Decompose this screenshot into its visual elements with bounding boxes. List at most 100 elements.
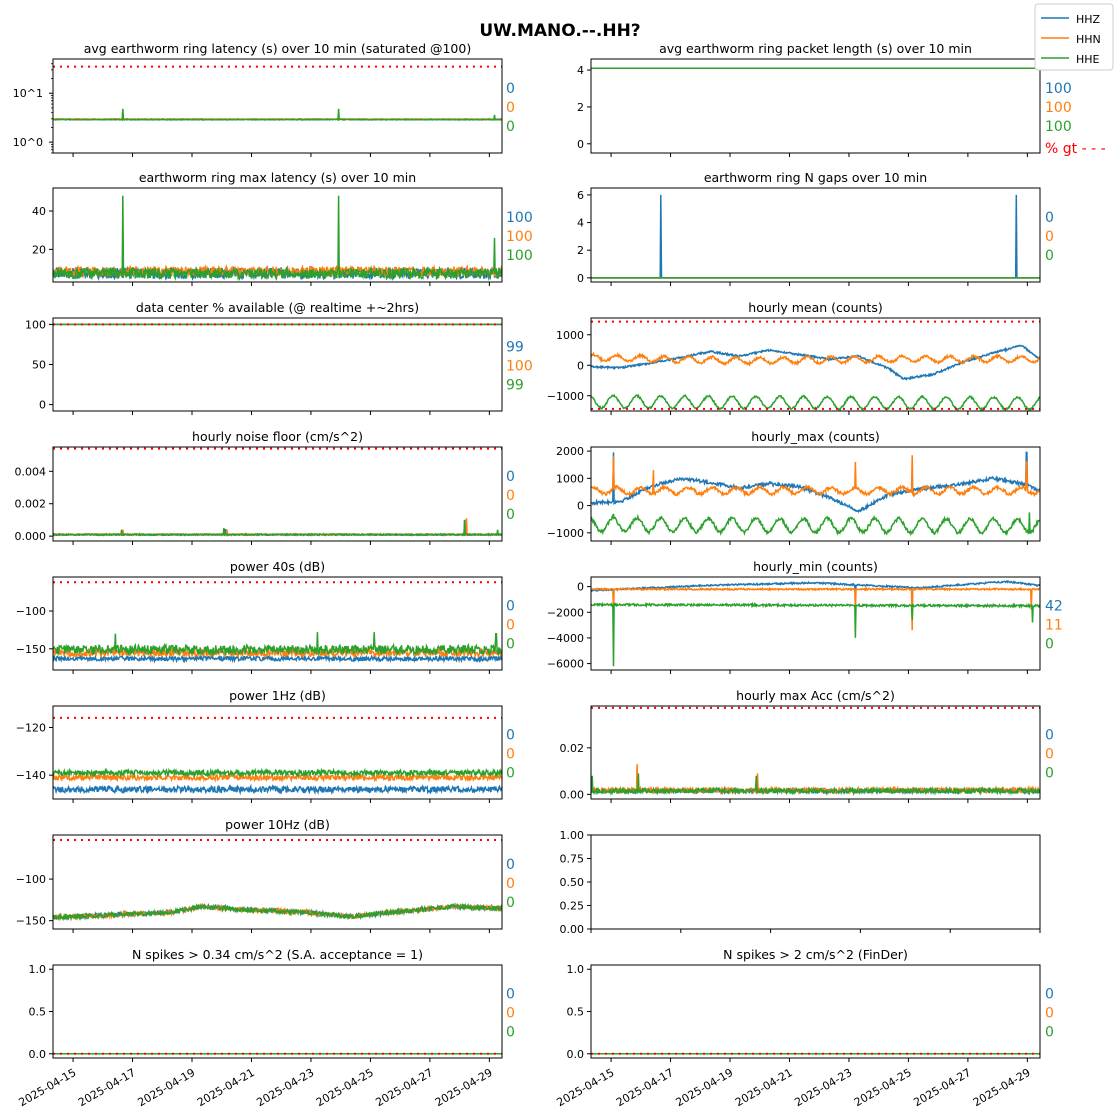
pct-label-HHN: 0: [1045, 229, 1054, 245]
panel-title: N spikes > 2 cm/s^2 (FinDer): [723, 947, 908, 962]
y-tick-label: 1.0: [567, 963, 585, 976]
y-tick-label: 40: [32, 205, 46, 218]
y-tick-label: −150: [16, 643, 46, 656]
panel-title: hourly noise floor (cm/s^2): [192, 429, 363, 444]
series-line-HHN: [591, 351, 1040, 368]
pct-label-HHZ: 100: [506, 210, 533, 226]
y-tick-label: 0: [577, 138, 584, 151]
y-tick-label: 100: [25, 318, 46, 331]
legend-item-HHZ[interactable]: HHZ: [1041, 13, 1101, 26]
panel-13: power 10Hz (dB) −150 −100 0 0 0: [16, 817, 515, 933]
series-line-HHN: [591, 586, 1040, 631]
x-tick-label: 2025-04-21: [733, 1066, 795, 1109]
panel-5: data center % available (@ realtime +~2h…: [25, 300, 533, 415]
plot-area: [591, 194, 1040, 279]
pct-label-HHE: 0: [506, 895, 515, 911]
x-tick-label: 2025-04-23: [254, 1066, 316, 1109]
pct-label-HHZ: 42: [1045, 599, 1063, 615]
series-line-HHE: [53, 902, 502, 922]
series-line-HHE: [53, 195, 502, 282]
pct-label-HHE: 0: [1045, 1025, 1054, 1041]
series-line-HHZ: [53, 519, 502, 537]
y-tick-label: 0.00: [560, 788, 585, 801]
figure-title: UW.MANO.--.HH?: [479, 21, 640, 41]
series-line-HHN: [591, 764, 1040, 796]
y-tick-label: 0: [577, 272, 584, 285]
panel-9: power 40s (dB) −150 −100 0 0 0: [16, 559, 515, 674]
axes-frame: [590, 705, 1041, 800]
pct-label-HHN: 100: [506, 229, 533, 245]
panel-title: hourly max Acc (cm/s^2): [736, 688, 895, 703]
y-tick-label: 6: [577, 189, 584, 202]
x-tick-label: 2025-04-25: [314, 1066, 376, 1109]
series-line-HHE: [53, 767, 502, 779]
plot-area: [53, 838, 502, 922]
legend-box: [1034, 3, 1114, 71]
y-tick-label: −6000: [547, 658, 584, 671]
legend-label: HHN: [1076, 33, 1101, 46]
panel-title: earthworm ring max latency (s) over 10 m…: [139, 170, 416, 185]
y-tick-label: 1000: [556, 329, 584, 342]
y-tick-label: −140: [16, 769, 46, 782]
y-tick-label: 0: [577, 500, 584, 513]
series-line-HHZ: [53, 653, 502, 664]
panel-title: power 1Hz (dB): [229, 688, 326, 703]
y-tick-label: −4000: [547, 632, 584, 645]
axes-frame: [52, 187, 503, 283]
pct-label-HHN: 0: [506, 618, 515, 634]
y-tick-label: 10^1: [13, 87, 43, 100]
y-tick-label: 0.02: [560, 742, 585, 755]
pct-label-HHN: 0: [506, 1006, 515, 1022]
y-tick-label: 1000: [556, 472, 584, 485]
y-tick-label: 2000: [556, 445, 584, 458]
panel-2: avg earthworm ring packet length (s) ove…: [577, 41, 1106, 157]
pct-label-HHZ: 0: [506, 469, 515, 485]
panel-1: avg earthworm ring latency (s) over 10 m…: [13, 41, 515, 157]
plot-area: [591, 320, 1040, 411]
x-tick-label: 2025-04-17: [76, 1066, 138, 1109]
legend[interactable]: HHZ HHN HHE: [1034, 3, 1114, 71]
axes-frame: [590, 446, 1041, 542]
y-tick-label: 1.0: [29, 963, 47, 976]
pct-label-HHN: 0: [1045, 1006, 1054, 1022]
pct-label-HHE: 0: [506, 507, 515, 523]
pct-label-HHE: 99: [506, 378, 524, 394]
panels: avg earthworm ring latency (s) over 10 m…: [13, 41, 1106, 1109]
panel-title: power 10Hz (dB): [225, 817, 330, 832]
pct-label-HHE: 0: [1045, 637, 1054, 653]
legend-item-HHN[interactable]: HHN: [1041, 33, 1101, 46]
x-tick-label: 2025-04-29: [433, 1066, 495, 1109]
y-tick-label: 20: [32, 243, 46, 256]
legend-item-HHE[interactable]: HHE: [1041, 53, 1100, 66]
x-tick-label: 2025-04-17: [614, 1066, 676, 1109]
y-tick-label: 50: [32, 359, 46, 372]
pct-label-HHZ: 0: [1045, 210, 1054, 226]
y-tick-label: 0: [577, 359, 584, 372]
series-line-HHZ: [591, 579, 1040, 599]
y-tick-label: 0: [577, 581, 584, 594]
axes-frame: [590, 834, 1041, 930]
pct-label-HHE: 0: [1045, 248, 1054, 264]
panel-7: hourly noise floor (cm/s^2) 0.000 0.002 0.0…: [15, 429, 515, 545]
pct-gt-label: % gt - - -: [1045, 141, 1106, 157]
panel-title: hourly_min (counts): [753, 559, 878, 574]
axes-frame: [52, 705, 503, 800]
panel-10: hourly_min (counts) −6000 −4000 −2000 0 42 11 0: [547, 559, 1063, 674]
pct-label-HHN: 0: [506, 488, 515, 504]
series-line-HHE: [591, 393, 1040, 411]
pct-label-HHN: 100: [506, 359, 533, 375]
x-tick-label: 2025-04-29: [971, 1066, 1033, 1109]
x-tick-label: 2025-04-15: [17, 1066, 79, 1109]
axes-frame: [590, 576, 1041, 671]
pct-label-HHZ: 0: [506, 987, 515, 1003]
pct-label-HHZ: 0: [506, 81, 515, 97]
panel-title: earthworm ring N gaps over 10 min: [704, 170, 927, 185]
plot-area: [53, 581, 502, 664]
axes-frame: [52, 58, 503, 154]
panel-11: power 1Hz (dB) −140 −120 0 0 0: [16, 688, 515, 803]
axes-frame: [590, 964, 1041, 1059]
series-line-HHN: [591, 455, 1040, 498]
plot-area: [591, 706, 1040, 796]
pct-label-HHZ: 0: [506, 857, 515, 873]
pct-label-HHE: 100: [1045, 119, 1072, 135]
